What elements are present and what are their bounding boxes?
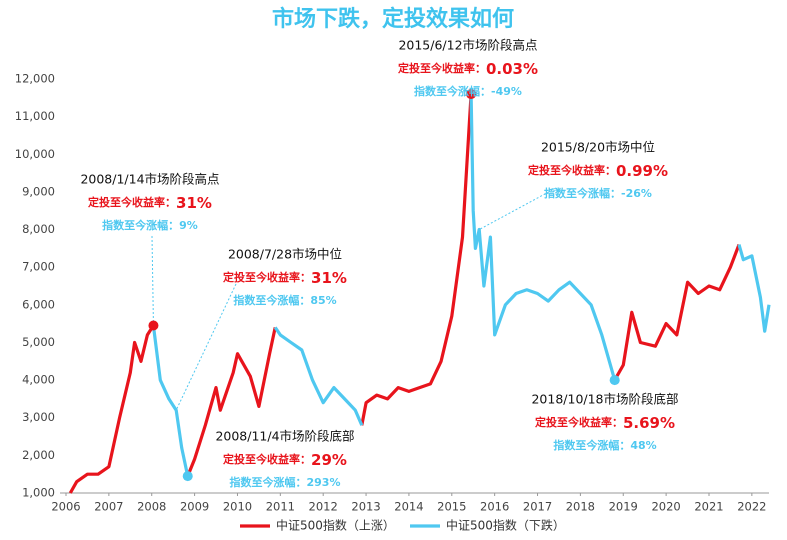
change-label: 指数至今涨幅：	[230, 475, 307, 489]
x-tick-label: 2021	[694, 500, 723, 514]
annotation-date: 2015/8/20市场中位	[541, 140, 655, 155]
x-tick-label: 2007	[94, 500, 123, 514]
legend-label: 中证500指数（上涨）	[276, 518, 395, 533]
return-label: 定投至今收益率：	[528, 163, 616, 177]
annotation-return: 定投至今收益率：29%	[223, 451, 347, 469]
return-value: 29%	[311, 451, 347, 469]
x-tick-label: 2006	[51, 500, 80, 514]
change-value: 293%	[307, 476, 341, 489]
annotation-return: 定投至今收益率：0.99%	[528, 162, 668, 180]
change-value: 9%	[179, 219, 198, 232]
y-tick-label: 1,000	[22, 486, 55, 500]
y-tick-label: 7,000	[22, 260, 55, 274]
y-tick-label: 3,000	[22, 410, 55, 424]
y-tick-label: 10,000	[15, 147, 55, 161]
x-tick-label: 2022	[737, 500, 766, 514]
annotation-date: 2015/6/12市场阶段高点	[398, 38, 537, 53]
change-value: 85%	[310, 294, 336, 307]
change-value: -49%	[491, 85, 522, 98]
return-value: 0.99%	[616, 162, 668, 180]
marker-dot	[609, 375, 620, 386]
y-tick-label: 6,000	[22, 297, 55, 311]
change-label: 指数至今涨幅：	[544, 186, 621, 200]
y-tick-label: 9,000	[22, 184, 55, 198]
x-tick-label: 2011	[266, 500, 295, 514]
annotation-change: 指数至今涨幅：9%	[102, 218, 198, 232]
return-label: 定投至今收益率：	[223, 270, 311, 284]
x-tick-label: 2012	[309, 500, 338, 514]
return-label: 定投至今收益率：	[223, 452, 311, 466]
marker-dot	[148, 320, 159, 331]
chart-title: 市场下跌，定投效果如何	[272, 6, 514, 32]
marker-dot	[182, 471, 193, 482]
return-value: 31%	[311, 269, 347, 287]
annotation-change: 指数至今涨幅：-26%	[544, 186, 652, 200]
leader-line	[151, 235, 154, 326]
annotation-date: 2018/10/18市场阶段底部	[531, 392, 678, 407]
change-label: 指数至今涨幅：	[233, 293, 310, 307]
marker-dot	[466, 89, 477, 100]
y-tick-label: 4,000	[22, 373, 55, 387]
annotation-date: 2008/11/4市场阶段底部	[215, 429, 354, 444]
x-tick-label: 2015	[437, 500, 466, 514]
x-tick-label: 2013	[351, 500, 380, 514]
annotation-date: 2008/1/14市场阶段高点	[80, 172, 219, 187]
annotation-change: 指数至今涨幅：-49%	[414, 84, 522, 98]
return-value: 5.69%	[623, 414, 675, 432]
return-label: 定投至今收益率：	[535, 415, 623, 429]
annotation-date: 2008/7/28市场中位	[228, 247, 342, 262]
y-tick-label: 2,000	[22, 448, 55, 462]
change-label: 指数至今涨幅：	[414, 84, 491, 98]
annotation-change: 指数至今涨幅：293%	[230, 475, 341, 489]
x-tick-label: 2010	[223, 500, 252, 514]
annotation-return: 定投至今收益率：5.69%	[535, 414, 675, 432]
return-label: 定投至今收益率：	[398, 61, 486, 75]
annotation-change: 指数至今涨幅：85%	[233, 293, 336, 307]
x-tick-label: 2017	[523, 500, 552, 514]
return-value: 31%	[176, 194, 212, 212]
y-tick-label: 8,000	[22, 222, 55, 236]
x-tick-label: 2019	[609, 500, 638, 514]
x-tick-label: 2018	[566, 500, 595, 514]
y-tick-label: 11,000	[15, 109, 55, 123]
x-tick-label: 2009	[180, 500, 209, 514]
data-line	[151, 94, 771, 477]
change-value: -26%	[621, 187, 652, 200]
legend-label: 中证500指数（下跌）	[446, 518, 565, 533]
y-tick-label: 5,000	[22, 335, 55, 349]
annotation-return: 定投至今收益率：31%	[88, 194, 212, 212]
return-label: 定投至今收益率：	[88, 195, 176, 209]
annotation-return: 定投至今收益率：0.03%	[398, 60, 538, 78]
change-value: 48%	[630, 439, 656, 452]
return-value: 0.03%	[486, 60, 538, 78]
change-label: 指数至今涨幅：	[553, 438, 630, 452]
x-tick-label: 2014	[394, 500, 423, 514]
change-label: 指数至今涨幅：	[102, 218, 179, 232]
x-tick-label: 2016	[480, 500, 509, 514]
leader-line	[478, 187, 557, 230]
y-tick-label: 12,000	[15, 72, 55, 86]
annotation-return: 定投至今收益率：31%	[223, 269, 347, 287]
data-line	[68, 94, 741, 494]
annotation-change: 指数至今涨幅：48%	[553, 438, 656, 452]
leader-line	[175, 283, 237, 411]
x-tick-label: 2008	[137, 500, 166, 514]
x-tick-label: 2020	[651, 500, 680, 514]
